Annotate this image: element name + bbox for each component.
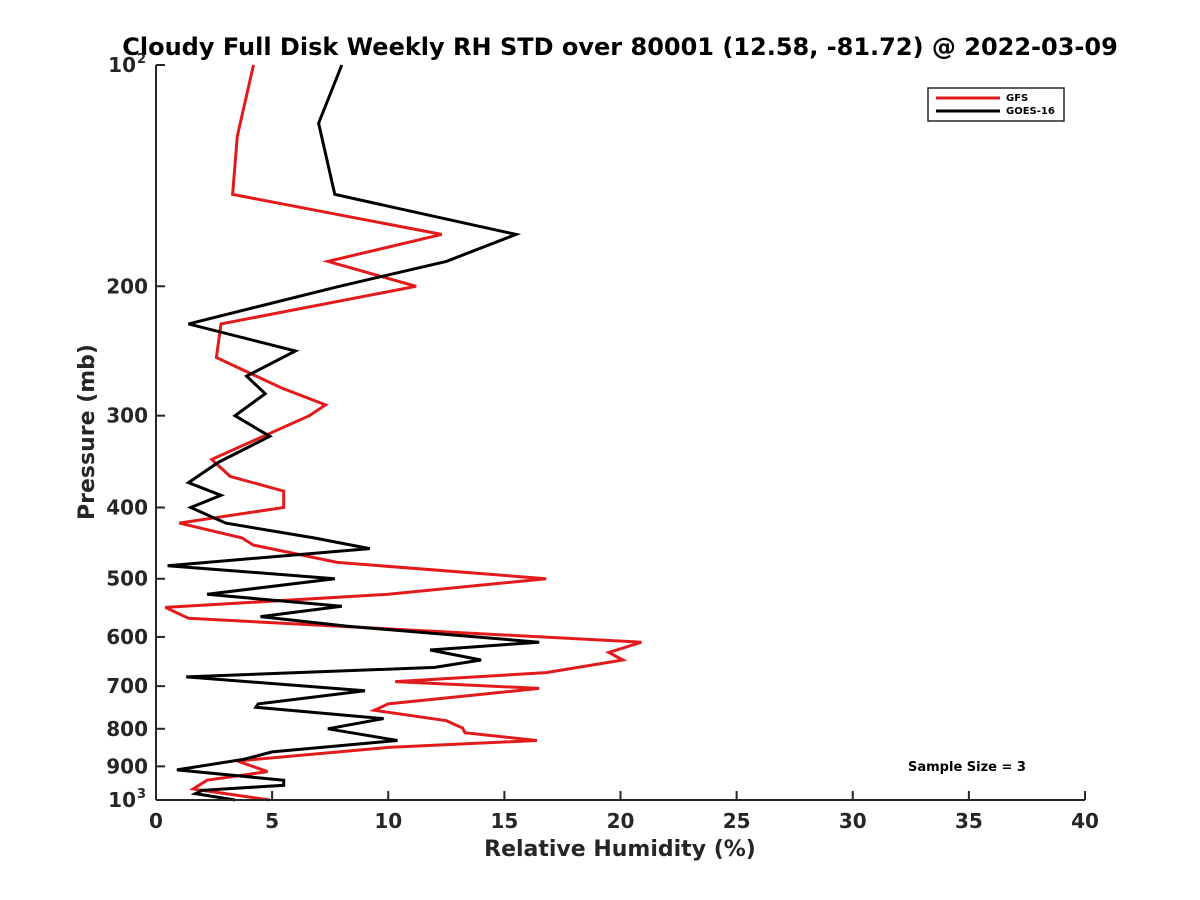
y-tick-label: 10 — [108, 53, 136, 77]
x-tick-label: 20 — [607, 809, 635, 833]
y-tick-label: 300 — [106, 404, 148, 428]
chart-title: Cloudy Full Disk Weekly RH STD over 8000… — [122, 33, 1118, 61]
series-line-goes16 — [167, 64, 540, 802]
plot-lines — [164, 64, 642, 802]
y-tick-exponent: 2 — [137, 52, 146, 67]
y-tick-label: 900 — [106, 754, 148, 778]
legend-label-gfs: GFS — [1006, 93, 1028, 104]
y-tick-label: 200 — [106, 274, 148, 298]
y-tick-label: 600 — [106, 625, 148, 649]
y-tick-label: 800 — [106, 717, 148, 741]
x-tick-label: 0 — [149, 809, 163, 833]
x-axis-label: Relative Humidity (%) — [484, 837, 756, 862]
x-tick-label: 10 — [374, 809, 402, 833]
legend-box — [927, 87, 1065, 122]
x-tick-label: 30 — [839, 809, 867, 833]
x-tick-label: 25 — [723, 809, 751, 833]
series-line-gfs — [164, 64, 642, 802]
sample-size-annotation: Sample Size = 3 — [908, 760, 1026, 775]
y-axis-label: Pressure (mb) — [75, 344, 100, 520]
y-tick-exponent: 3 — [137, 787, 146, 802]
y-tick-label: 500 — [106, 567, 148, 591]
y-tick-label: 400 — [106, 496, 148, 520]
y-tick-label: 10 — [108, 788, 136, 812]
y-tick-label: 700 — [106, 674, 148, 698]
legend: GFS GOES-16 — [927, 87, 1065, 122]
x-tick-label: 35 — [955, 809, 983, 833]
x-axis-ticks: 0 5 10 15 20 25 30 35 40 — [149, 791, 1099, 833]
legend-label-goes16: GOES-16 — [1006, 106, 1055, 117]
x-tick-label: 5 — [265, 809, 279, 833]
x-tick-label: 40 — [1071, 809, 1099, 833]
x-tick-label: 15 — [490, 809, 518, 833]
